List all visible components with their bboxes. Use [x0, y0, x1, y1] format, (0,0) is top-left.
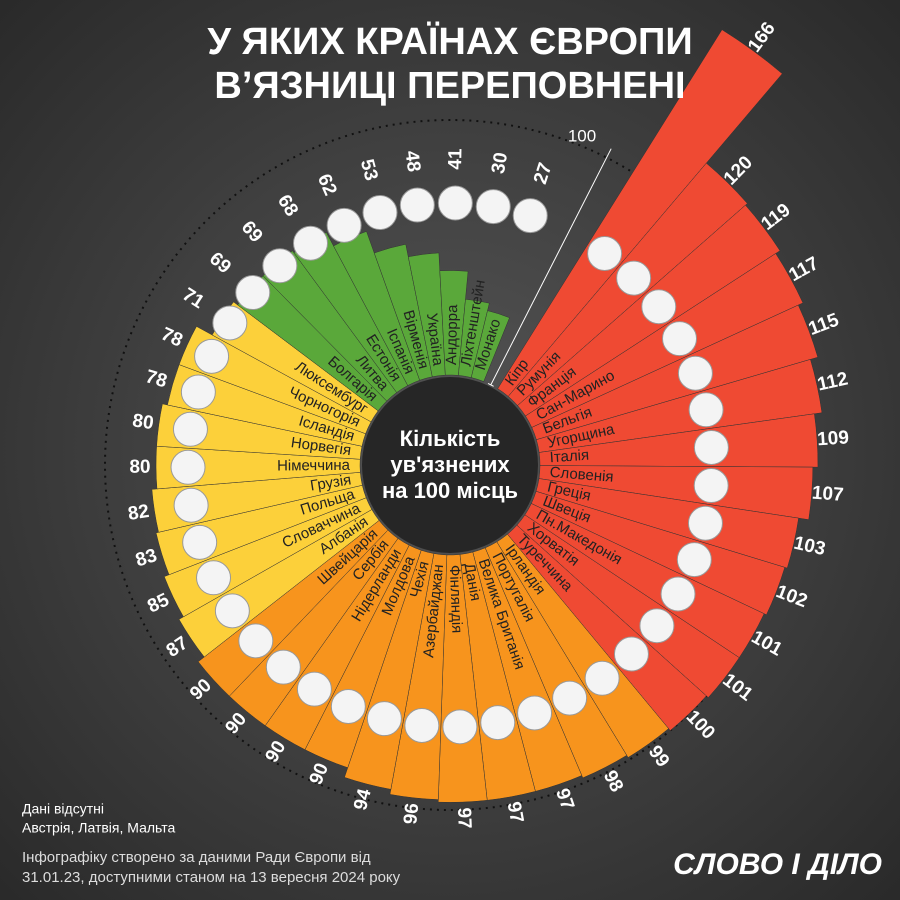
flag — [662, 321, 698, 357]
axis-line — [490, 148, 612, 386]
bar — [151, 472, 363, 533]
flag — [196, 560, 232, 596]
bar — [156, 403, 363, 460]
tick-label: 100 — [568, 127, 596, 146]
flag — [660, 576, 696, 612]
flag — [613, 636, 649, 672]
category-label: Італія — [549, 447, 589, 467]
category-label: Данія — [460, 562, 484, 603]
value-label: 109 — [817, 427, 850, 450]
bar — [536, 359, 823, 453]
bar — [496, 533, 669, 758]
flag — [173, 487, 209, 523]
flag — [676, 542, 712, 578]
category-label: Німеччина — [277, 457, 351, 475]
flag — [399, 187, 435, 223]
flag — [693, 468, 729, 504]
flag — [214, 593, 250, 629]
note: Дані відсутні — [22, 801, 104, 817]
bar — [211, 301, 379, 423]
value-label: 80 — [131, 410, 155, 434]
title: У ЯКИХ КРАЇНАХ ЄВРОПИ — [207, 20, 692, 63]
flag — [293, 225, 329, 261]
source: Інфографіку створено за даними Ради Євро… — [22, 849, 371, 866]
category-label: Україна — [423, 312, 447, 367]
center-disc — [362, 377, 538, 553]
value-label: 80 — [129, 457, 150, 478]
flag — [212, 305, 248, 341]
flag — [235, 275, 271, 311]
flag — [170, 449, 206, 485]
flag — [194, 338, 230, 374]
value-label: 30 — [488, 151, 512, 175]
tick-mark — [487, 382, 494, 387]
flag — [677, 355, 713, 391]
flag — [616, 260, 652, 296]
flag — [687, 505, 723, 541]
flag — [552, 680, 588, 716]
value-label: 97 — [503, 800, 528, 825]
value-label: 82 — [127, 501, 151, 525]
flag — [437, 185, 473, 221]
category-label: Фінляндія — [446, 565, 466, 634]
flag — [512, 198, 548, 234]
bar — [538, 465, 814, 520]
value-label: 48 — [401, 150, 424, 174]
flag — [265, 649, 301, 685]
flag — [262, 248, 298, 284]
flag — [238, 623, 274, 659]
bar — [439, 270, 469, 376]
radial-chart: 0100Кіпр166Румунія120Франція119Сан-Марин… — [104, 18, 850, 829]
bar — [531, 491, 786, 616]
source: 31.01.23, доступними станом на 13 вересн… — [22, 869, 401, 886]
flag — [587, 235, 623, 271]
center-label: ув'язнених — [390, 452, 510, 477]
flag — [641, 289, 677, 325]
flag — [296, 671, 332, 707]
bar — [516, 514, 740, 698]
flag — [517, 695, 553, 731]
flag — [182, 524, 218, 560]
center-label: на 100 місць — [382, 478, 518, 503]
flag — [172, 411, 208, 447]
flag — [442, 709, 478, 745]
category-label: Словенія — [549, 464, 614, 486]
value-label: 41 — [445, 148, 466, 170]
category-label: Андорра — [443, 304, 461, 365]
flag — [362, 195, 398, 231]
bar — [531, 304, 819, 441]
logo: СЛОВО І ДІЛО — [673, 848, 882, 881]
flag — [475, 189, 511, 225]
bar — [470, 310, 510, 382]
flag — [330, 688, 366, 724]
bar — [344, 549, 435, 790]
bar — [535, 478, 799, 569]
bar — [507, 524, 707, 731]
flag — [180, 374, 216, 410]
flag — [404, 707, 440, 743]
bar — [538, 413, 819, 468]
note: Австрія, Латвія, Мальта — [22, 820, 176, 836]
value-label: 97 — [453, 807, 475, 829]
title: В’ЯЗНИЦІ ПЕРЕПОВНЕНІ — [214, 65, 685, 107]
bar — [407, 252, 446, 378]
bar — [497, 29, 783, 397]
bar — [458, 298, 490, 378]
bar — [373, 243, 433, 381]
flag — [693, 429, 729, 465]
category-label: Грузія — [309, 471, 352, 494]
center-label: Кількість — [400, 426, 501, 451]
value-label: 96 — [400, 802, 423, 825]
bar — [333, 231, 421, 386]
flag — [639, 608, 675, 644]
bar — [484, 541, 628, 779]
flag — [688, 392, 724, 428]
value-label: 107 — [811, 483, 844, 506]
flag — [480, 705, 516, 741]
flag — [366, 701, 402, 737]
flag — [584, 660, 620, 696]
flag — [326, 207, 362, 243]
